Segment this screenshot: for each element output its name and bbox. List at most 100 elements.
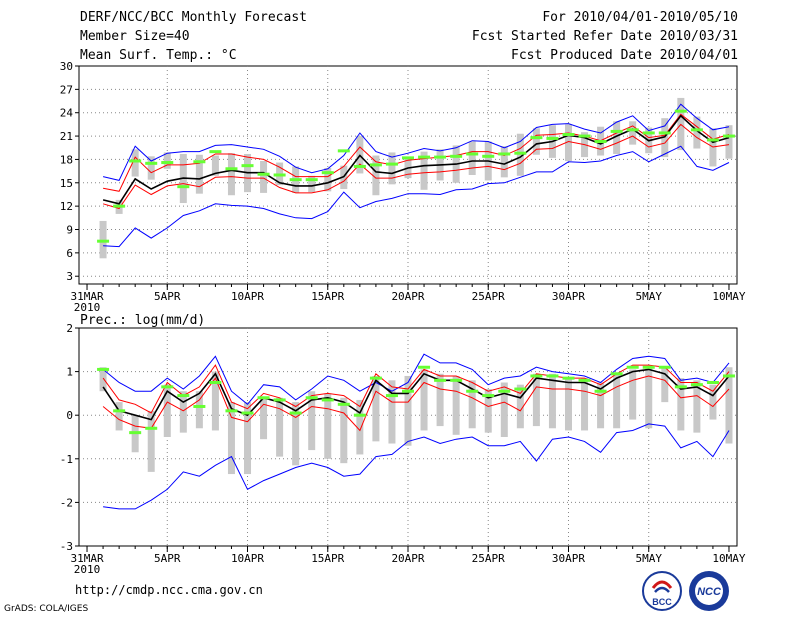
range-box: [211, 371, 219, 431]
series-ensemble-max: [102, 103, 730, 181]
observed-marker: [434, 378, 447, 382]
range-box: [372, 155, 380, 196]
range-box: [147, 410, 155, 472]
observed-marker: [674, 109, 687, 113]
range-box: [597, 382, 605, 429]
series-upper: [103, 113, 730, 192]
y-tick-label: -1: [60, 453, 73, 466]
range-box: [99, 367, 107, 392]
forecast-period: For 2010/04/01-2010/05/10: [542, 10, 738, 25]
range-box: [677, 378, 685, 431]
observed-marker: [578, 378, 591, 382]
observed-marker: [369, 376, 382, 380]
x-tick-label: 30APR: [552, 552, 585, 565]
range-box: [500, 146, 508, 178]
observed-marker: [498, 152, 511, 156]
range-box: [564, 124, 572, 161]
forecast-produced-date: Fcst Produced Date 2010/04/01: [511, 48, 738, 63]
observed-marker: [321, 171, 334, 175]
observed-marker: [97, 239, 110, 243]
observed-marker: [161, 161, 174, 165]
series-upper: [102, 364, 730, 414]
chart-title: DERF/NCC/BCC Monthly Forecast: [80, 10, 307, 25]
source-url[interactable]: http://cmdp.ncc.cma.gov.cn: [75, 583, 263, 597]
observed-marker: [209, 381, 222, 384]
observed-marker: [450, 378, 463, 382]
range-box: [147, 156, 155, 180]
observed-marker: [257, 396, 270, 400]
series-ensemble-max: [102, 353, 730, 406]
range-box: [532, 373, 540, 427]
observed-marker: [626, 128, 639, 132]
observed-marker: [145, 161, 158, 165]
observed-marker: [385, 394, 398, 398]
series-ensemble-min: [103, 423, 730, 510]
observed-marker: [209, 150, 222, 154]
range-box: [500, 382, 508, 437]
observed-marker: [129, 159, 142, 163]
x-year-label: 2010: [74, 301, 101, 314]
ncc-logo-text: NCC: [697, 586, 722, 598]
range-box: [227, 402, 235, 475]
x-tick-label: 10MAY: [712, 290, 745, 303]
range-box: [693, 380, 701, 433]
range-box: [661, 118, 669, 158]
observed-marker: [722, 374, 735, 378]
range-box: [548, 373, 556, 429]
range-box: [324, 167, 332, 192]
observed-marker: [225, 167, 238, 171]
observed-marker: [177, 185, 190, 189]
x-tick-label: 31MAR: [70, 290, 103, 303]
observed-marker: [482, 394, 495, 398]
observed-marker: [690, 383, 703, 387]
range-box: [661, 367, 669, 403]
observed-marker: [177, 394, 190, 398]
range-box: [163, 384, 171, 437]
range-box: [484, 389, 492, 433]
observed-marker: [706, 138, 719, 142]
observed-marker: [498, 389, 511, 393]
observed-marker: [466, 152, 479, 156]
y-tick-label: 21: [60, 130, 73, 143]
range-box: [388, 380, 396, 444]
x-year-label: 2010: [74, 563, 101, 576]
observed-marker: [145, 426, 158, 430]
range-box: [308, 391, 316, 451]
range-box: [629, 121, 637, 145]
range-box: [340, 397, 348, 464]
range-box: [725, 125, 733, 159]
observed-marker: [706, 381, 719, 384]
observed-marker: [658, 131, 671, 135]
range-box: [645, 367, 653, 429]
observed-marker: [241, 164, 254, 168]
observed-marker: [161, 385, 174, 389]
observed-marker: [193, 404, 206, 408]
observed-marker: [418, 365, 431, 369]
observed-marker: [530, 136, 543, 140]
x-tick-label: 25APR: [472, 290, 505, 303]
range-box: [276, 397, 284, 457]
observed-marker: [113, 204, 126, 208]
y-tick-label: 27: [60, 83, 73, 96]
range-box: [468, 380, 476, 429]
x-tick-label: 20APR: [391, 552, 424, 565]
range-box: [195, 391, 203, 429]
y-tick-label: 9: [66, 224, 73, 237]
y-tick-label: 2: [66, 322, 73, 335]
observed-marker: [546, 374, 559, 378]
range-box: [725, 367, 733, 444]
chart-panel-1: 3 6 9 12 15 18 21 24 27 30 31MAR 5APR 10APR 15APR 20AP…: [60, 60, 746, 314]
x-tick-label: 10APR: [231, 552, 264, 565]
series-ensemble-mean: [102, 114, 730, 205]
observed-marker: [305, 178, 318, 182]
observed-marker: [289, 411, 302, 415]
observed-marker: [642, 365, 655, 369]
y-tick-label: 24: [60, 107, 74, 120]
observed-marker: [337, 402, 350, 406]
range-box: [308, 175, 316, 193]
observed-marker: [385, 162, 398, 166]
observed-marker: [594, 389, 607, 393]
x-tick-label: 15APR: [311, 290, 344, 303]
observed-marker: [466, 389, 479, 393]
